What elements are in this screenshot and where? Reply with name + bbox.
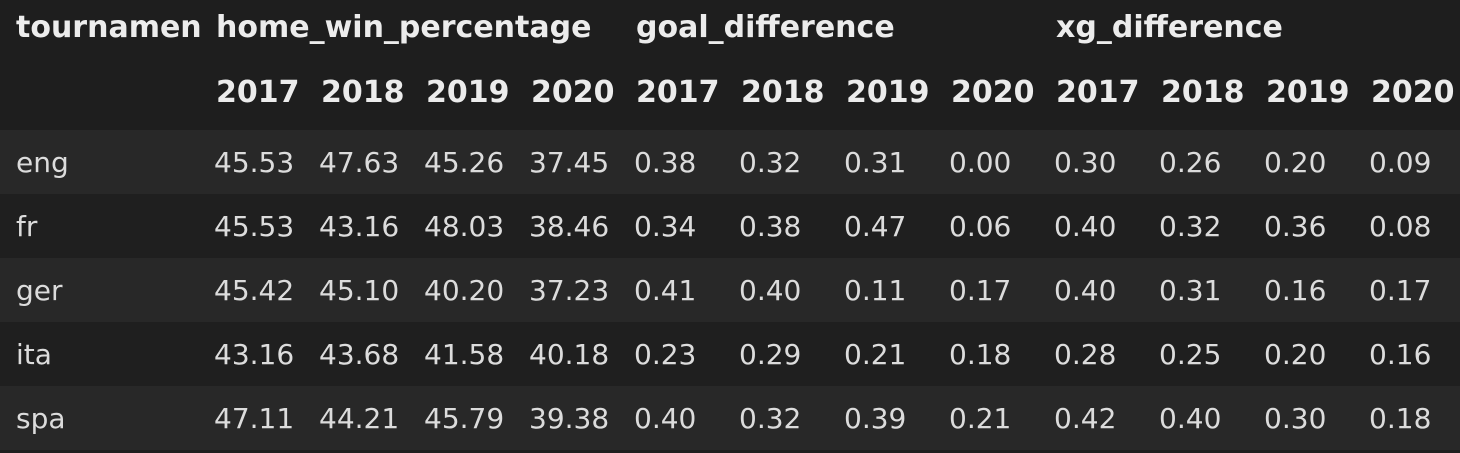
table-cell: 47.11	[214, 401, 295, 435]
table-cell: 40.20	[424, 273, 505, 307]
table-cell: 0.38	[634, 145, 697, 179]
table-cell: 0.40	[739, 273, 802, 307]
table-cell: 0.17	[949, 273, 1012, 307]
year-header: 2017	[216, 75, 300, 110]
table-cell: 45.42	[214, 273, 295, 307]
row-index-label: fr	[16, 209, 38, 243]
table-cell: 45.79	[424, 401, 505, 435]
table-cell: 0.00	[949, 145, 1012, 179]
table-cell: 0.17	[1369, 273, 1432, 307]
year-header: 2020	[531, 75, 615, 110]
table-cell: 43.16	[319, 209, 400, 243]
table-body: eng 45.53 47.63 45.26 37.45 0.38 0.32 0.31 0.00 0…	[0, 130, 1460, 450]
table-cell: 0.41	[634, 273, 697, 307]
year-header: 2018	[741, 75, 825, 110]
table-cell: 0.36	[1264, 209, 1327, 243]
table-cell: 0.40	[1159, 401, 1222, 435]
group-header-xg-difference: xg_difference	[1056, 10, 1283, 45]
table-cell: 0.16	[1369, 337, 1432, 371]
table-row: ger 45.42 45.10 40.20 37.23 0.41 0.40 0.11 0.17 0…	[0, 258, 1460, 322]
table-cell: 0.38	[739, 209, 802, 243]
table-cell: 0.32	[1159, 209, 1222, 243]
table-cell: 44.21	[319, 401, 400, 435]
header-row-groups: tournament home_win_percentage goal_diff…	[0, 0, 1460, 55]
table-cell: 38.46	[529, 209, 610, 243]
table-cell: 39.38	[529, 401, 610, 435]
index-name-header: tournament	[16, 10, 200, 45]
table-cell: 0.39	[844, 401, 907, 435]
year-header: 2020	[951, 75, 1035, 110]
table-cell: 0.23	[634, 337, 697, 371]
table-row: ita 43.16 43.68 41.58 40.18 0.23 0.29 0.21 0.18 0…	[0, 322, 1460, 386]
table-cell: 0.30	[1264, 401, 1327, 435]
table-cell: 0.31	[844, 145, 907, 179]
table-cell: 0.40	[1054, 209, 1117, 243]
table-cell: 40.18	[529, 337, 610, 371]
table-row: fr 45.53 43.16 48.03 38.46 0.34 0.38 0.47 0.06 0.…	[0, 194, 1460, 258]
table-cell: 0.47	[844, 209, 907, 243]
table-cell: 41.58	[424, 337, 505, 371]
year-header: 2018	[321, 75, 405, 110]
group-header-goal-difference: goal_difference	[636, 10, 895, 45]
table-cell: 0.25	[1159, 337, 1222, 371]
header-row-years: 2017 2018 2019 2020 2017 2018 2019 2020 …	[0, 55, 1460, 130]
row-index-label: spa	[16, 401, 66, 435]
table-cell: 0.30	[1054, 145, 1117, 179]
table-cell: 0.40	[1054, 273, 1117, 307]
table-cell: 47.63	[319, 145, 400, 179]
table-cell: 0.34	[634, 209, 697, 243]
table-cell: 45.10	[319, 273, 400, 307]
table-cell: 0.08	[1369, 209, 1432, 243]
table-cell: 37.23	[529, 273, 610, 307]
year-header: 2019	[846, 75, 930, 110]
year-header: 2017	[636, 75, 720, 110]
table-cell: 0.42	[1054, 401, 1117, 435]
table-cell: 0.29	[739, 337, 802, 371]
table-cell: 45.26	[424, 145, 505, 179]
table-cell: 0.06	[949, 209, 1012, 243]
table-cell: 0.11	[844, 273, 907, 307]
table-cell: 0.16	[1264, 273, 1327, 307]
year-header: 2019	[426, 75, 510, 110]
table-cell: 43.68	[319, 337, 400, 371]
group-header-home-win-percentage: home_win_percentage	[216, 10, 592, 45]
table-row: eng 45.53 47.63 45.26 37.45 0.38 0.32 0.31 0.00 0…	[0, 130, 1460, 194]
table-cell: 0.21	[844, 337, 907, 371]
table-cell: 48.03	[424, 209, 505, 243]
year-header: 2019	[1266, 75, 1350, 110]
year-header: 2020	[1371, 75, 1455, 110]
row-index-label: ita	[16, 337, 52, 371]
table-cell: 0.20	[1264, 145, 1327, 179]
table-cell: 0.09	[1369, 145, 1432, 179]
table-cell: 43.16	[214, 337, 295, 371]
table-cell: 45.53	[214, 145, 295, 179]
table-cell: 37.45	[529, 145, 610, 179]
index-spacer-header	[0, 55, 200, 130]
table-cell: 0.31	[1159, 273, 1222, 307]
table-cell: 0.20	[1264, 337, 1327, 371]
row-index-label: eng	[16, 145, 69, 179]
table-cell: 0.28	[1054, 337, 1117, 371]
row-index-label: ger	[16, 273, 63, 307]
table-cell: 0.18	[949, 337, 1012, 371]
table-row: spa 47.11 44.21 45.79 39.38 0.40 0.32 0.39 0.21 0…	[0, 386, 1460, 450]
table-cell: 0.26	[1159, 145, 1222, 179]
table-cell: 0.18	[1369, 401, 1432, 435]
table-cell: 0.32	[739, 401, 802, 435]
table-cell: 0.40	[634, 401, 697, 435]
table-cell: 45.53	[214, 209, 295, 243]
table-cell: 0.21	[949, 401, 1012, 435]
year-header: 2017	[1056, 75, 1140, 110]
year-header: 2018	[1161, 75, 1245, 110]
table-cell: 0.32	[739, 145, 802, 179]
